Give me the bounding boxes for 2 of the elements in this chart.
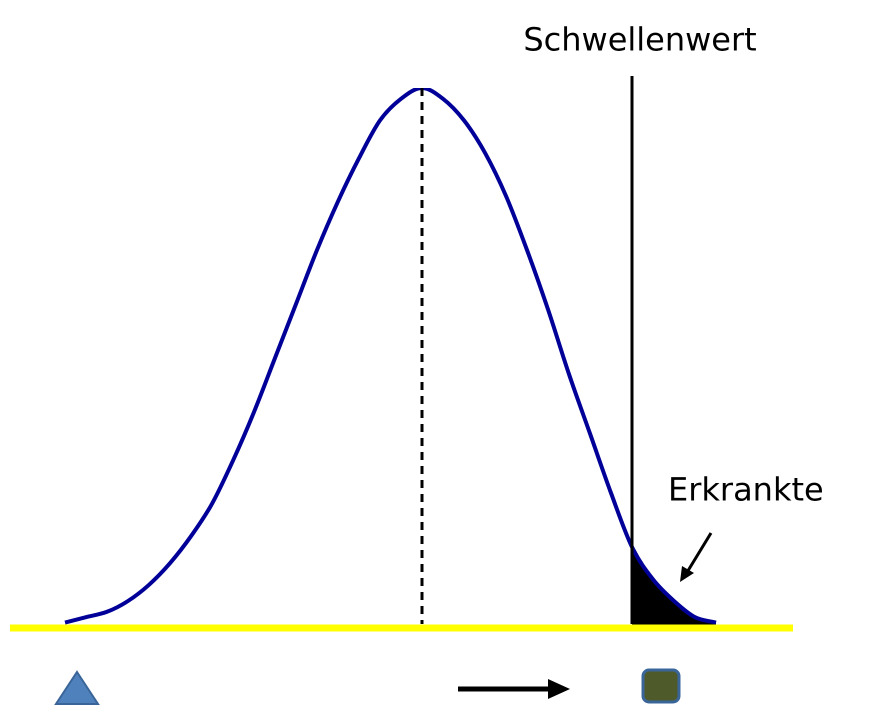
text: Schwellenwert: [523, 20, 757, 58]
annotation: Erkrankte: [668, 470, 824, 508]
